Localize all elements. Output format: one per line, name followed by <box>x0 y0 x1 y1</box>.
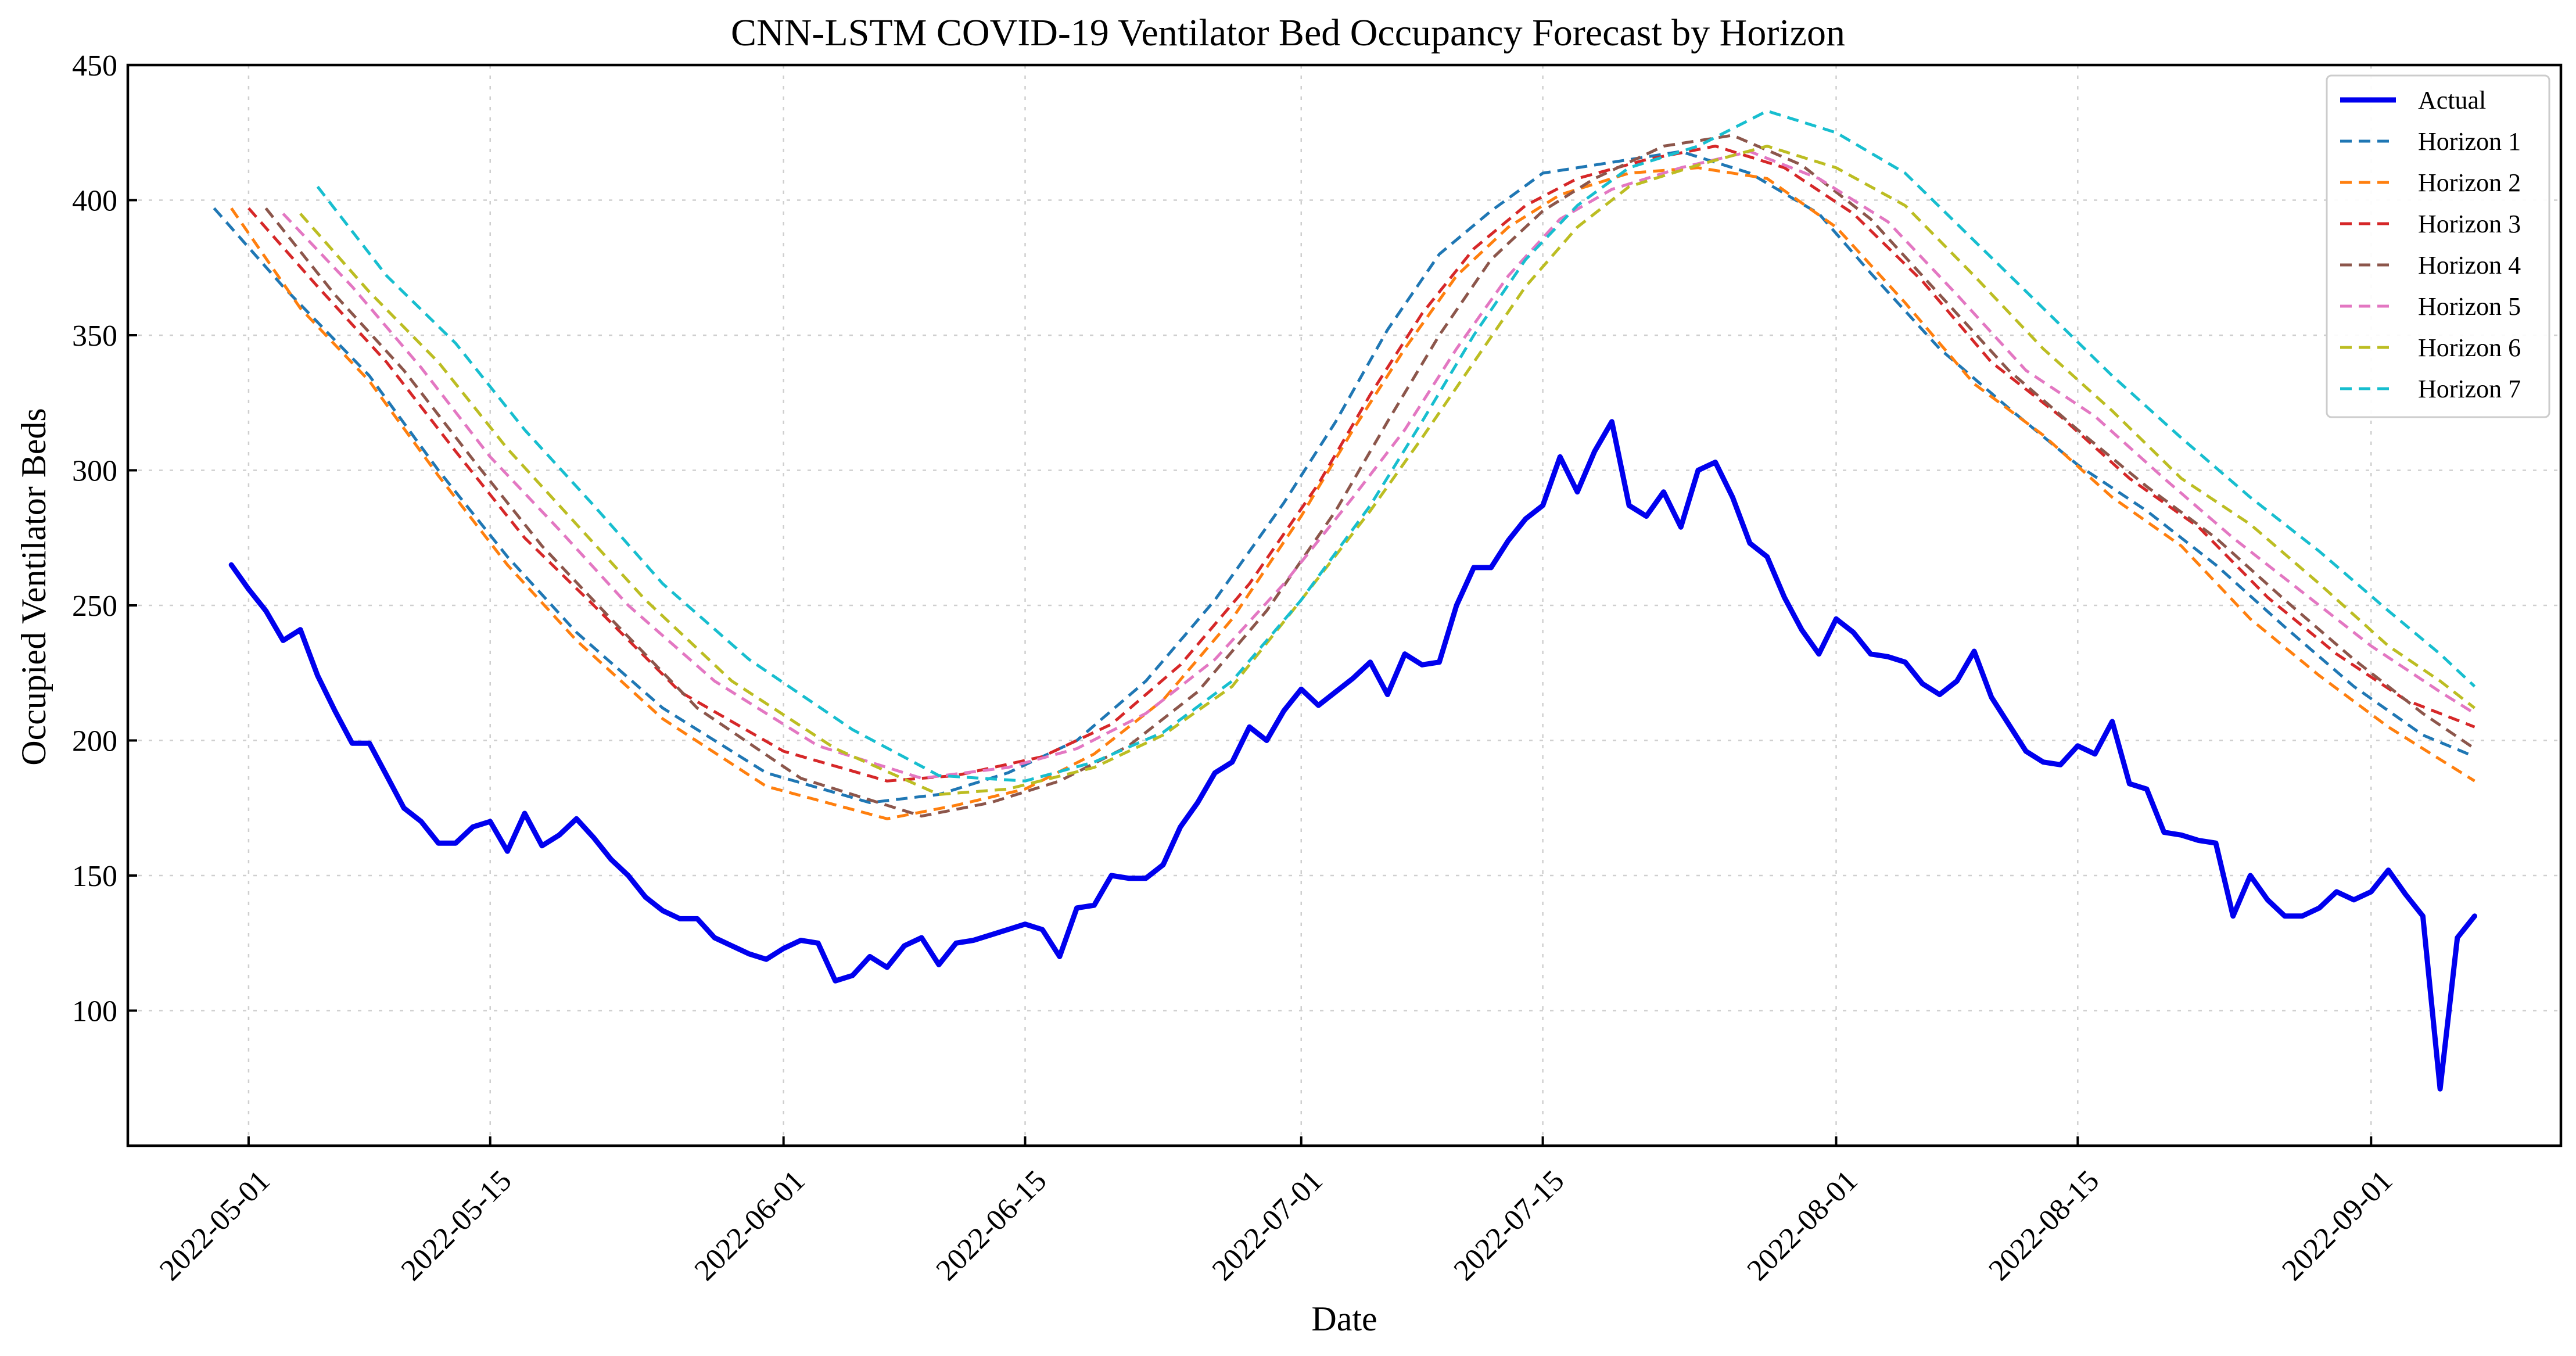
y-tick-label: 400 <box>72 185 117 218</box>
chart-title: CNN-LSTM COVID-19 Ventilator Bed Occupan… <box>731 12 1845 54</box>
legend-label: Horizon 2 <box>2418 168 2521 197</box>
y-axis-label: Occupied Ventilator Beds <box>15 408 53 765</box>
series-line-horizon-2 <box>230 166 2475 820</box>
x-tick-label: 2022-05-01 <box>153 1164 277 1287</box>
series-line-horizon-3 <box>247 145 2475 783</box>
y-axis-ticks: 100 150 200 250 300 350 400 450 <box>72 49 137 1028</box>
legend-label: Horizon 1 <box>2418 127 2521 156</box>
series-line-horizon-5 <box>282 150 2475 780</box>
legend-label: Actual <box>2418 86 2486 114</box>
legend-box <box>2326 74 2550 418</box>
grid-lines <box>128 64 2561 1146</box>
y-tick-label: 450 <box>72 49 117 82</box>
x-tick-label: 2022-05-15 <box>395 1164 518 1287</box>
legend-label: Horizon 4 <box>2418 251 2521 279</box>
x-axis-label: Date <box>1311 1300 1377 1338</box>
y-tick-label: 100 <box>72 995 117 1028</box>
y-tick-label: 150 <box>72 860 117 893</box>
y-tick-label: 200 <box>72 725 117 758</box>
series-lines <box>213 109 2477 1092</box>
x-tick-label: 2022-08-15 <box>1982 1164 2105 1287</box>
series-line-actual <box>228 419 2477 1092</box>
series-line-horizon-4 <box>264 134 2475 818</box>
x-axis-ticks: 2022-05-01 2022-05-15 2022-06-01 2022-06-15… <box>153 1136 2399 1287</box>
series-line-horizon-6 <box>299 145 2476 796</box>
series-line-horizon-1 <box>213 150 2475 804</box>
x-tick-label: 2022-09-01 <box>2276 1164 2399 1287</box>
legend-label: Horizon 5 <box>2418 292 2521 321</box>
series-line-horizon-7 <box>316 109 2476 783</box>
legend-label: Horizon 3 <box>2418 210 2521 238</box>
x-tick-label: 2022-07-01 <box>1206 1164 1329 1287</box>
legend: Actual Horizon 1 Horizon 2 Horizon 3 Horizon… <box>2326 74 2550 418</box>
legend-label: Horizon 6 <box>2418 333 2521 362</box>
y-tick-label: 350 <box>72 320 117 353</box>
x-tick-label: 2022-06-01 <box>688 1164 812 1287</box>
x-tick-label: 2022-06-15 <box>930 1164 1053 1287</box>
y-tick-label: 250 <box>72 590 117 623</box>
x-tick-label: 2022-08-01 <box>1741 1164 1864 1287</box>
y-tick-label: 300 <box>72 455 117 488</box>
legend-label: Horizon 7 <box>2418 375 2521 403</box>
x-tick-label: 2022-07-15 <box>1448 1164 1571 1287</box>
